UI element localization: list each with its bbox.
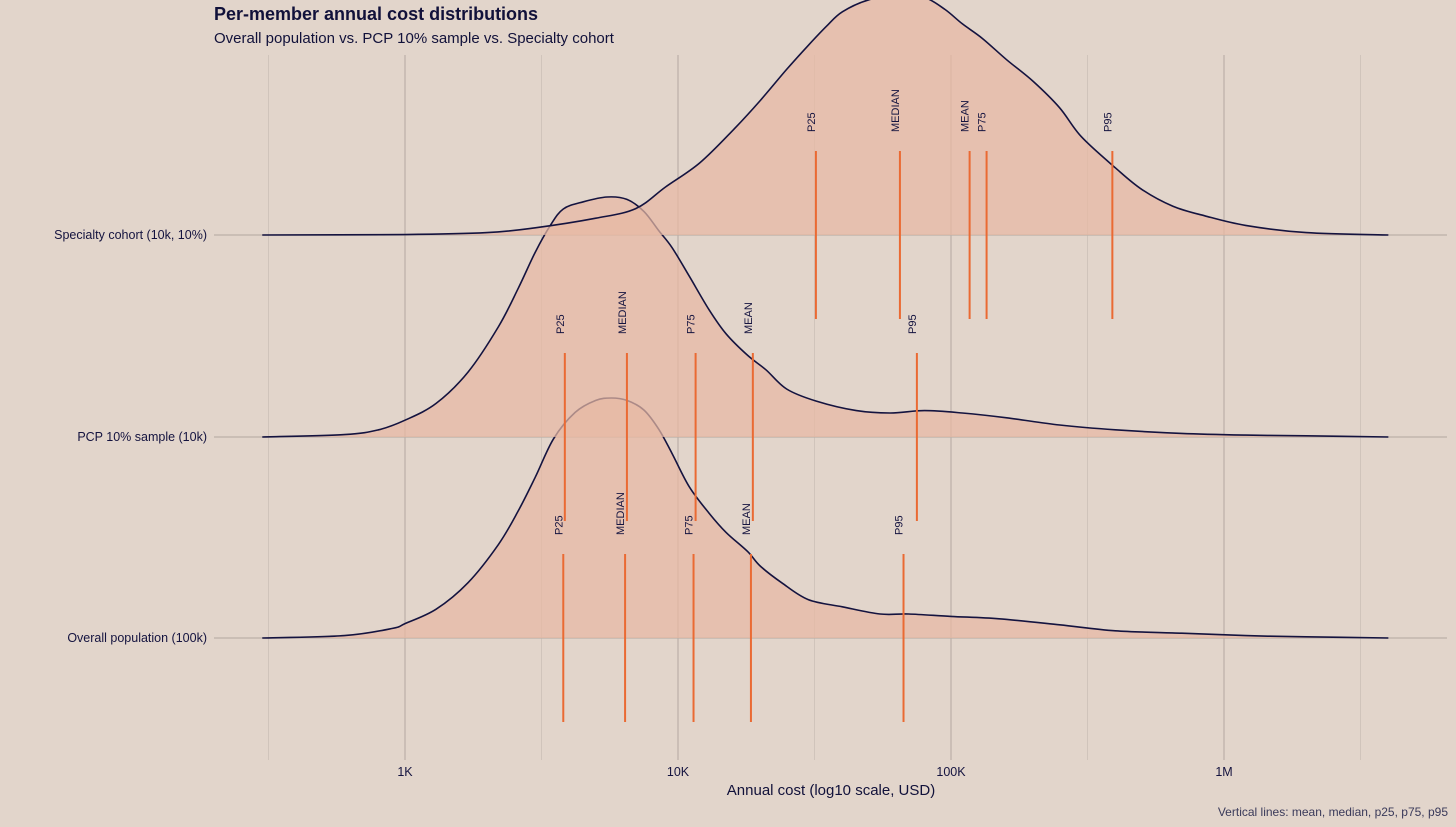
stat-marker-label: P95 [894, 515, 906, 535]
density-line [262, 196, 1389, 438]
stat-marker-label: MEAN [743, 302, 755, 334]
stat-marker-label: MEDIAN [890, 89, 902, 132]
x-tick-label: 1M [1215, 765, 1232, 779]
density-area [262, 196, 1389, 437]
x-tick-label: 100K [936, 765, 966, 779]
stat-marker-label: P25 [555, 314, 567, 334]
y-axis-label: Specialty cohort (10k, 10%) [54, 228, 207, 242]
x-axis-label: Annual cost (log10 scale, USD) [726, 782, 936, 799]
stat-marker-label: MEDIAN [615, 492, 627, 535]
density-area [262, 0, 1389, 235]
chart-caption: Vertical lines: mean, median, p25, p75, … [1217, 805, 1448, 819]
density-area [262, 398, 1389, 638]
x-tick-label: 10K [667, 765, 690, 779]
density-line [262, 397, 1389, 639]
stat-marker-label: P75 [977, 112, 989, 132]
y-axis-label: PCP 10% sample (10k) [77, 430, 207, 444]
stat-marker-label: P75 [684, 515, 696, 535]
y-axis-label: Overall population (100k) [67, 631, 207, 645]
density-line [262, 0, 1389, 236]
stat-marker-label: MEAN [960, 100, 972, 132]
stat-marker-label: P75 [686, 314, 698, 334]
stat-marker-label: MEAN [741, 503, 753, 535]
chart-subtitle: Overall population vs. PCP 10% sample vs… [214, 30, 614, 47]
stat-marker-label: MEDIAN [617, 291, 629, 334]
y-axis-labels: Overall population (100k) PCP 10% sample … [54, 228, 207, 645]
series-ridge: P25 MEDIAN MEAN P75 P95 [262, 0, 1389, 319]
series-ridge: P25 MEDIAN P75 MEAN P95 [262, 397, 1389, 722]
stat-marker-label: P25 [806, 112, 818, 132]
x-axis-ticks: 1K 10K 100K 1M [397, 765, 1232, 779]
stat-marker-label: P95 [1102, 112, 1114, 132]
chart-title: Per-member annual cost distributions [214, 4, 539, 24]
x-tick-label: 1K [397, 765, 413, 779]
stat-marker-label: P95 [907, 314, 919, 334]
stat-marker-label: P25 [553, 515, 565, 535]
series-ridge: P25 MEDIAN P75 MEAN P95 [262, 196, 1389, 521]
